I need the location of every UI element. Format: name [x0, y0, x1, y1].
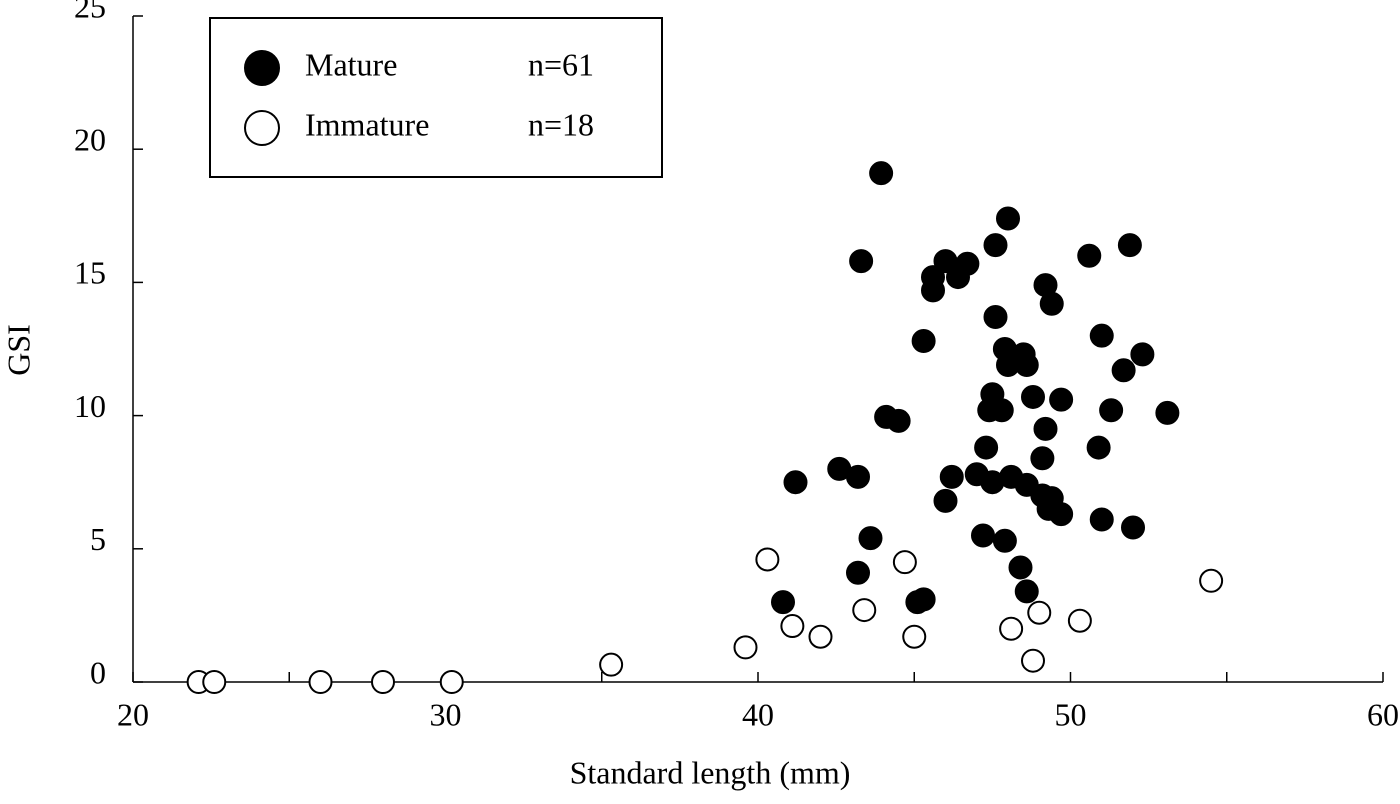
data-point: [974, 435, 999, 460]
x-tick-label: 20: [117, 696, 149, 732]
data-point: [1099, 398, 1124, 423]
data-point: [1155, 400, 1180, 425]
data-point: [869, 161, 894, 186]
data-point: [780, 614, 805, 639]
data-point: [1089, 323, 1114, 348]
data-point: [946, 265, 970, 290]
data-point: [983, 305, 1008, 330]
data-point: [971, 523, 995, 548]
x-tick-label: 50: [1055, 696, 1087, 732]
data-point: [733, 635, 758, 660]
data-point: [1027, 600, 1052, 625]
legend-label: Immature: [305, 106, 429, 142]
data-point: [1033, 416, 1058, 441]
data-point: [1111, 358, 1136, 383]
y-tick-label: 15: [74, 255, 106, 291]
data-point: [1089, 507, 1114, 532]
data-point: [992, 528, 1017, 553]
data-point: [202, 670, 227, 694]
data-point: [996, 206, 1020, 231]
data-point: [852, 598, 877, 623]
data-point: [1021, 648, 1045, 673]
data-point: [999, 616, 1024, 641]
data-point: [771, 590, 795, 615]
data-point: [1049, 387, 1074, 412]
legend-count: n=18: [528, 106, 594, 142]
data-point: [1014, 352, 1039, 377]
data-point: [989, 398, 1014, 423]
data-point: [921, 278, 945, 303]
y-tick-label: 25: [74, 0, 106, 24]
data-point: [1130, 342, 1155, 367]
legend-marker: [244, 110, 280, 146]
data-point: [1021, 384, 1045, 409]
x-axis-title: Standard length (mm): [570, 754, 851, 790]
data-point: [308, 670, 333, 694]
data-point: [1014, 579, 1039, 604]
data-point: [1049, 502, 1074, 527]
legend-label: Mature: [305, 46, 397, 82]
data-point: [849, 249, 874, 274]
data-point: [886, 408, 911, 433]
data-point: [902, 624, 927, 649]
data-point: [1008, 555, 1033, 580]
data-point: [846, 560, 870, 585]
legend-count: n=61: [528, 46, 594, 82]
y-tick-label: 5: [90, 521, 106, 557]
y-tick-label: 0: [90, 654, 106, 690]
data-point: [783, 470, 808, 495]
data-point: [1067, 608, 1092, 633]
data-point: [371, 670, 395, 694]
data-point: [439, 670, 464, 694]
data-point: [1039, 291, 1064, 316]
data-point: [911, 329, 936, 354]
data-point: [983, 233, 1008, 258]
y-axis-title: GSI: [0, 324, 36, 376]
data-point: [1121, 515, 1145, 540]
data-point: [933, 488, 958, 513]
data-point: [911, 587, 936, 612]
x-tick-label: 30: [430, 696, 462, 732]
data-point: [599, 652, 624, 677]
y-tick-label: 10: [74, 388, 106, 424]
data-point: [1117, 233, 1142, 258]
data-point: [846, 464, 870, 489]
data-point: [1077, 243, 1102, 268]
x-tick-label: 60: [1367, 696, 1399, 732]
data-point: [1086, 435, 1111, 460]
data-point: [858, 526, 883, 551]
data-point: [939, 464, 964, 489]
data-point: [1199, 568, 1224, 593]
data-point: [808, 624, 833, 649]
legend-box: [209, 17, 663, 178]
data-point: [755, 547, 780, 572]
data-point: [892, 550, 917, 575]
y-tick-label: 20: [74, 122, 106, 158]
data-point: [980, 470, 1005, 495]
data-point: [1030, 446, 1055, 471]
x-tick-label: 40: [742, 696, 774, 732]
legend-marker: [244, 50, 280, 86]
